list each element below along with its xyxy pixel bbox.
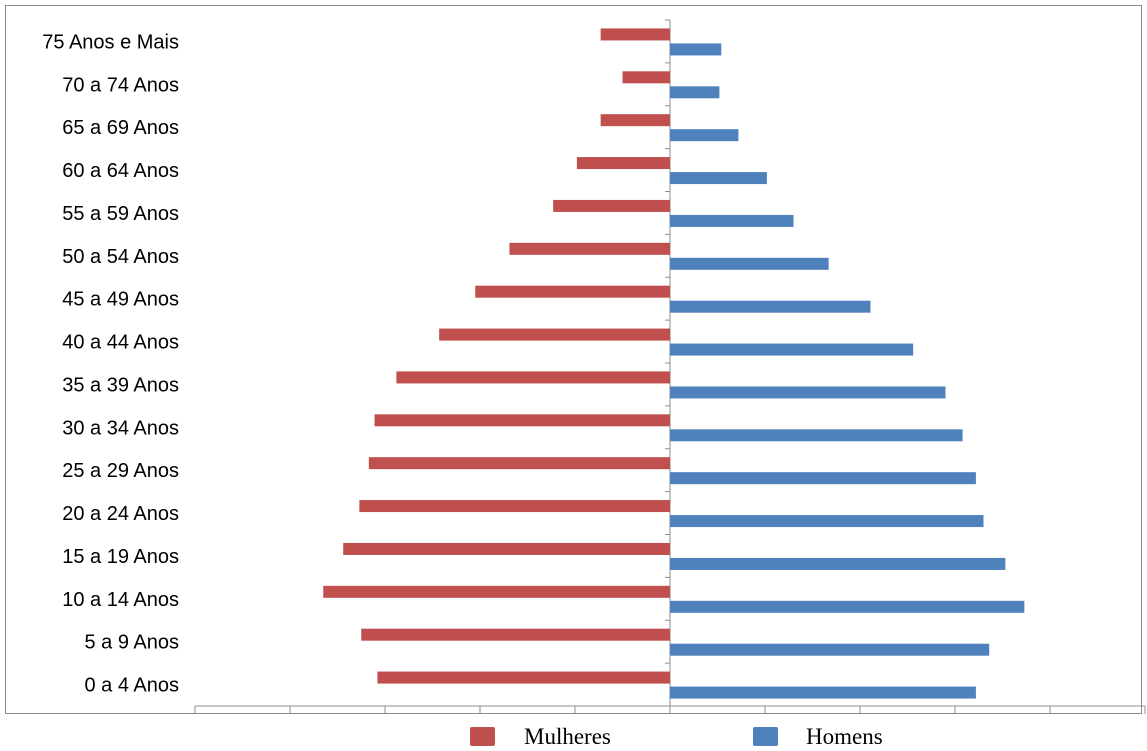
bar-mulheres bbox=[377, 671, 670, 684]
bar-homens bbox=[670, 386, 946, 399]
bar-mulheres bbox=[439, 328, 670, 341]
category-label: 55 a 59 Anos bbox=[62, 203, 179, 225]
legend-swatch-mulheres bbox=[470, 727, 495, 746]
category-label: 40 a 44 Anos bbox=[62, 332, 179, 354]
bar-mulheres bbox=[600, 114, 670, 127]
category-label: 5 a 9 Anos bbox=[84, 632, 179, 654]
bar-mulheres bbox=[600, 28, 670, 41]
category-label: 25 a 29 Anos bbox=[62, 460, 179, 482]
bar-homens bbox=[670, 686, 976, 699]
bar-mulheres bbox=[553, 199, 670, 212]
bar-homens bbox=[670, 214, 794, 227]
bar-homens bbox=[670, 472, 976, 485]
category-label: 20 a 24 Anos bbox=[62, 503, 179, 525]
category-label: 35 a 39 Anos bbox=[62, 374, 179, 396]
bar-homens bbox=[670, 172, 767, 185]
bar-mulheres bbox=[509, 242, 670, 255]
category-label: 45 a 49 Anos bbox=[62, 289, 179, 311]
bar-homens bbox=[670, 43, 722, 56]
bar-homens bbox=[670, 300, 871, 313]
bar-mulheres bbox=[361, 628, 670, 641]
category-label: 10 a 14 Anos bbox=[62, 589, 179, 611]
bar-mulheres bbox=[374, 414, 670, 427]
category-label: 65 a 69 Anos bbox=[62, 117, 179, 139]
bar-homens bbox=[670, 86, 720, 99]
bar-homens bbox=[670, 429, 963, 442]
category-label: 50 a 54 Anos bbox=[62, 246, 179, 268]
category-label: 15 a 19 Anos bbox=[62, 546, 179, 568]
chart-frame bbox=[5, 5, 1142, 714]
category-label: 0 a 4 Anos bbox=[84, 675, 179, 697]
bar-mulheres bbox=[323, 585, 670, 598]
bar-homens bbox=[670, 600, 1025, 613]
bar-mulheres bbox=[368, 457, 670, 470]
bar-mulheres bbox=[396, 371, 670, 384]
bar-mulheres bbox=[359, 500, 670, 513]
bar-homens bbox=[670, 557, 1006, 570]
legend-label-mulheres: Mulheres bbox=[524, 724, 611, 749]
bar-homens bbox=[670, 643, 990, 656]
bar-homens bbox=[670, 257, 829, 270]
category-label: 30 a 34 Anos bbox=[62, 417, 179, 439]
bar-mulheres bbox=[622, 71, 670, 84]
bar-mulheres bbox=[576, 157, 670, 170]
category-label: 75 Anos e Mais bbox=[42, 31, 179, 53]
bar-homens bbox=[670, 515, 984, 528]
legend-label-homens: Homens bbox=[806, 724, 883, 749]
bar-mulheres bbox=[475, 285, 670, 298]
legend-swatch-homens bbox=[753, 727, 778, 746]
bar-mulheres bbox=[343, 542, 670, 555]
bar-homens bbox=[670, 129, 739, 142]
category-label: 60 a 64 Anos bbox=[62, 160, 179, 182]
category-label: 70 a 74 Anos bbox=[62, 74, 179, 96]
bar-homens bbox=[670, 343, 914, 356]
